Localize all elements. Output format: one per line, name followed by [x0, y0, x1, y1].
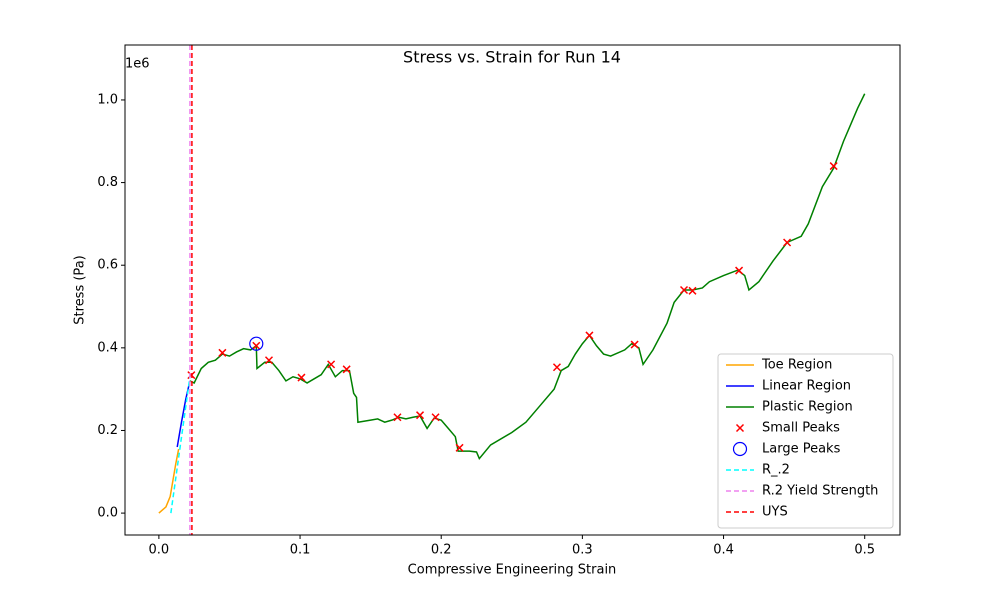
x-tick-label: 0.0: [149, 543, 170, 558]
small-peak: [252, 341, 261, 350]
y-tick-label: 0.4: [97, 340, 118, 355]
series-line: [189, 93, 866, 460]
legend-label: Linear Region: [762, 379, 851, 394]
legend-label: Small Peaks: [762, 421, 840, 436]
small-peak: [585, 331, 594, 340]
x-tick-label: 0.3: [572, 543, 593, 558]
legend-label: Large Peaks: [762, 442, 841, 457]
small-peak: [416, 411, 425, 420]
y-offset-label: 1e6: [125, 57, 150, 72]
x-tick-label: 0.5: [854, 543, 875, 558]
legend-label: UYS: [762, 505, 788, 520]
small-peak: [829, 162, 838, 171]
y-tick-label: 0.6: [97, 258, 118, 273]
small-peak: [735, 423, 745, 433]
y-tick-label: 0.2: [97, 423, 118, 438]
x-axis-label: Compressive Engineering Strain: [408, 563, 617, 578]
small-peak: [218, 348, 227, 357]
legend-label: R.2 Yield Strength: [762, 484, 878, 499]
y-tick-label: 0.0: [97, 506, 118, 521]
x-tick-label: 0.1: [290, 543, 311, 558]
small-peak: [688, 286, 697, 295]
small-peak: [735, 266, 744, 275]
small-peak: [297, 373, 306, 382]
chart-title: Stress vs. Strain for Run 14: [403, 48, 621, 67]
legend-marker: [732, 441, 748, 457]
small-peak: [393, 413, 402, 422]
y-tick-label: 0.8: [97, 175, 118, 190]
legend-label: Plastic Region: [762, 400, 853, 415]
y-axis-label: Stress (Pa): [73, 255, 88, 324]
small-peak: [431, 413, 440, 422]
x-tick-label: 0.2: [431, 543, 452, 558]
series-line: [170, 376, 191, 514]
legend-label: Toe Region: [761, 358, 832, 373]
small-peak: [327, 360, 336, 369]
y-tick-label: 1.0: [97, 92, 118, 107]
small-peak: [552, 363, 561, 372]
small-peak: [342, 365, 351, 374]
small-peak: [264, 356, 274, 365]
plot-area: [158, 45, 866, 535]
axes-frame: [124, 44, 901, 536]
small-peak: [630, 340, 639, 349]
small-peak: [679, 285, 689, 295]
large-peak: [249, 336, 264, 351]
small-peak: [783, 238, 792, 247]
series-line: [158, 448, 180, 514]
small-peak: [455, 443, 464, 452]
legend-label: R_.2: [762, 463, 790, 478]
legend-box: [717, 353, 894, 529]
x-tick-label: 0.4: [713, 543, 734, 558]
